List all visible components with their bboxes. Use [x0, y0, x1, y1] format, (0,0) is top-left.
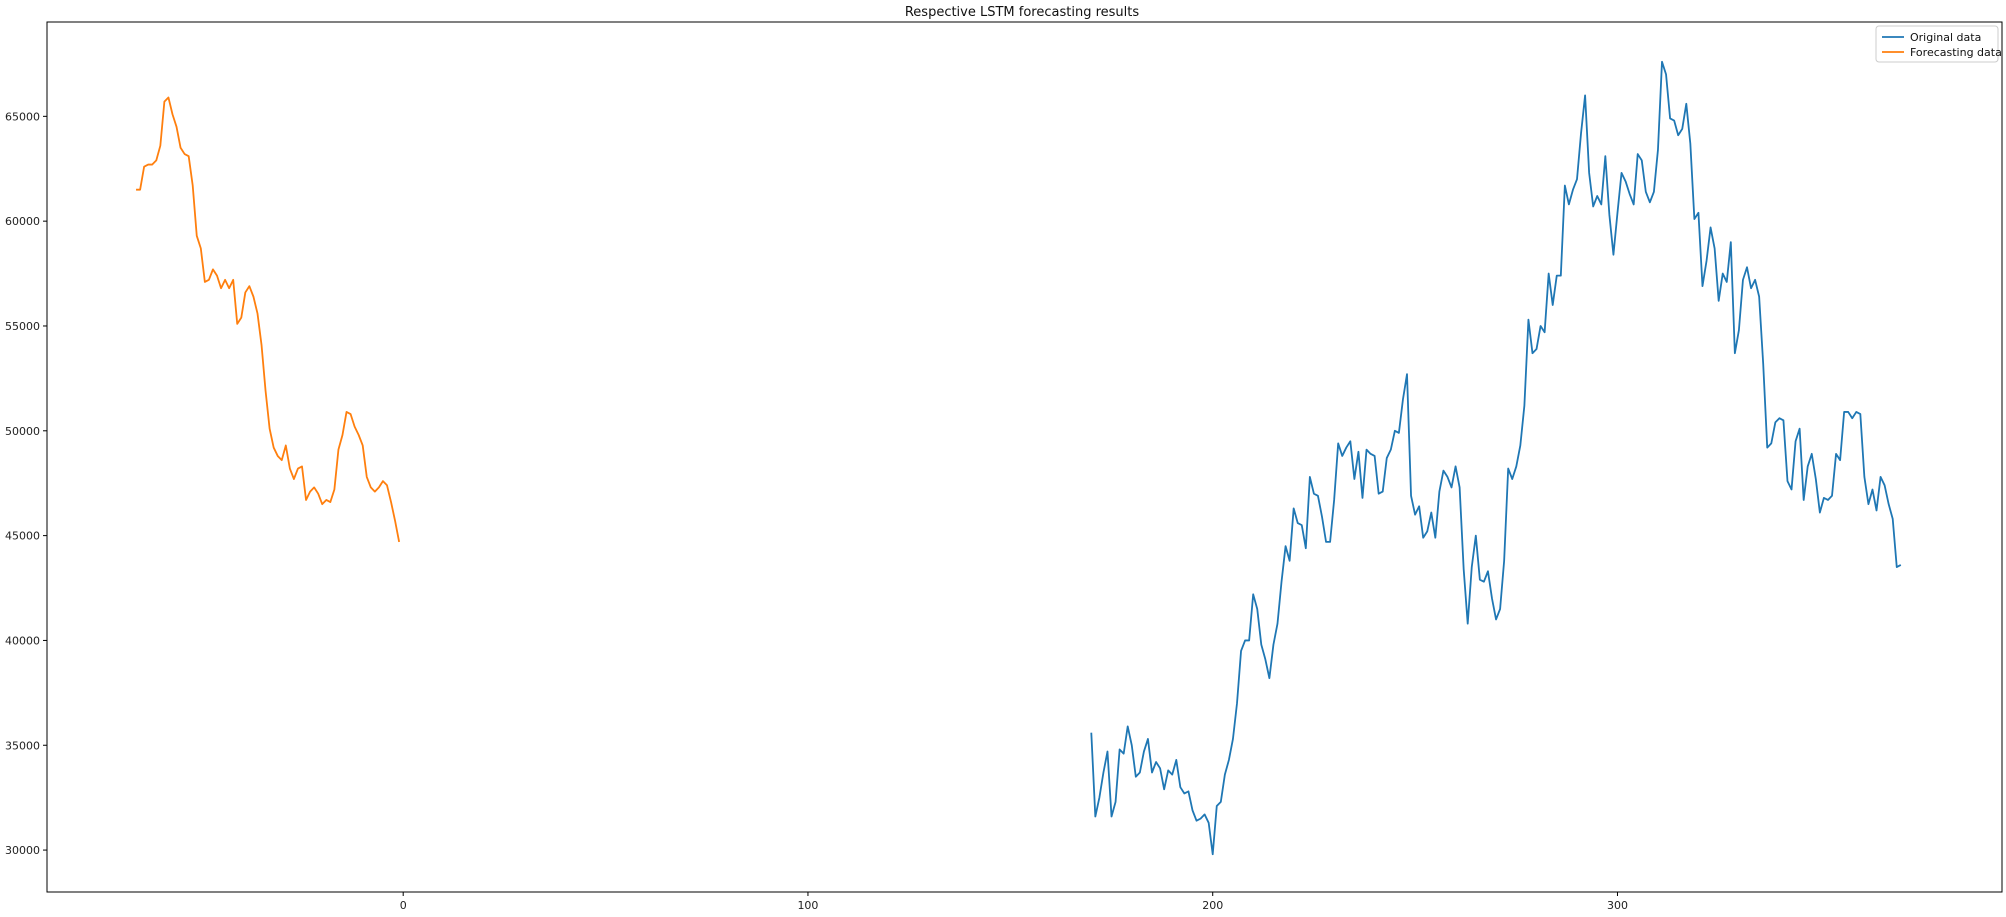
plot-area	[136, 60, 1902, 856]
legend: Original data Forecasting data	[1875, 25, 2002, 63]
y-tick-label: 50000	[5, 425, 40, 438]
y-tick-label: 55000	[5, 320, 40, 333]
x-tick-label: 100	[797, 899, 818, 912]
y-tick-label: 60000	[5, 215, 40, 228]
series-line-original	[1090, 60, 1902, 856]
y-axis: 30000 35000 40000 45000 50000 55000 60000 65000	[5, 110, 47, 857]
x-tick-label: 200	[1202, 899, 1223, 912]
y-tick-label: 40000	[5, 634, 40, 647]
x-tick-label: 0	[400, 899, 407, 912]
legend-label-forecasting: Forecasting data	[1910, 46, 2002, 59]
chart-title: Respective LSTM forecasting results	[905, 5, 1140, 20]
legend-label-original: Original data	[1910, 31, 1981, 44]
y-tick-label: 30000	[5, 844, 40, 857]
x-axis: 0 100 200 300	[400, 892, 1628, 912]
y-tick-label: 65000	[5, 110, 40, 123]
y-tick-label: 45000	[5, 530, 40, 543]
y-tick-label: 35000	[5, 739, 40, 752]
axes-frame	[46, 21, 2003, 893]
legend-box	[1875, 25, 1999, 63]
x-tick-label: 300	[1607, 899, 1628, 912]
series-line-forecasting	[136, 96, 401, 543]
